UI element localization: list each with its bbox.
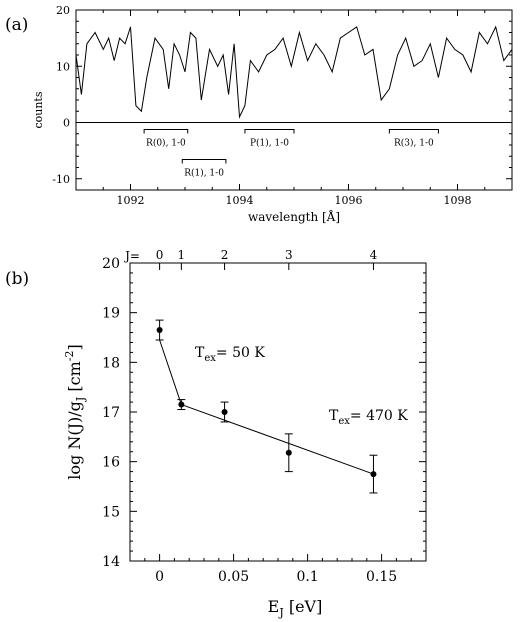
y-tick-label: 16: [102, 455, 120, 471]
point-marker: [178, 401, 185, 408]
line-annotations: R(0), 1-0 R(1), 1-0 P(1), 1-0 R(3), 1-0: [143, 129, 439, 179]
x-axis-title: EJ [eV]: [268, 597, 323, 619]
point-marker: [370, 471, 377, 478]
top-tick-label: 1: [178, 248, 186, 262]
data-points: [155, 319, 378, 494]
y-tick-label: 14: [102, 554, 120, 570]
fit-lines: [159, 339, 374, 475]
annotation-label: R(1), 1-0: [184, 168, 224, 179]
x-tick-label: 0.05: [218, 569, 249, 585]
panel-a-ticks: 1092 1094 1096 1098 -10 0 10 20: [52, 4, 513, 207]
y-tick-label: 18: [102, 355, 120, 371]
y-tick-label: 10: [56, 60, 70, 73]
fit-labels: Tex= 50 K Tex= 470 K: [195, 345, 408, 427]
annotation-label: R(0), 1-0: [146, 138, 186, 149]
panel-a-label: (a): [5, 15, 28, 35]
y-tick-label: 17: [102, 405, 120, 421]
x-tick-label: 1096: [335, 194, 363, 207]
point-marker: [156, 327, 163, 334]
panel-b-label: (b): [5, 269, 29, 289]
y-tick-label: 0: [63, 117, 70, 130]
y-tick-label: 19: [102, 306, 120, 322]
fit-label: Tex= 50 K: [195, 345, 265, 364]
data-point: [284, 433, 293, 473]
panel-a-ylabel: counts: [32, 91, 45, 128]
y-tick-label: 15: [102, 504, 120, 520]
x-tick-label: 0.1: [296, 569, 318, 585]
fit-label: Tex= 470 K: [329, 408, 408, 427]
panel-a-frame: [75, 9, 513, 191]
x-tick-label: 0: [155, 569, 164, 585]
annotation-label: P(1), 1-0: [250, 138, 289, 149]
fit-line: [159, 339, 182, 405]
annotation-bracket: [143, 129, 189, 134]
top-tick-label: 4: [370, 248, 378, 262]
panel-b-ylabel: log N(J)/gJ [cm-2]: [63, 344, 87, 479]
annotation-bracket: [181, 159, 227, 164]
data-point: [369, 454, 378, 494]
y-tick-label: -10: [52, 173, 70, 186]
y-axis-title: log N(J)/gJ [cm-2]: [63, 344, 87, 479]
annotation-bracket: [388, 129, 439, 134]
annotation-bracket: [244, 129, 295, 134]
x-tick-label: 0.15: [366, 569, 397, 585]
annotation-label: R(3), 1-0: [394, 138, 434, 149]
top-tick-label: 0: [156, 248, 164, 262]
x-tick-label: 1098: [444, 194, 472, 207]
point-marker: [221, 409, 228, 415]
top-axis-label: J=: [123, 249, 140, 263]
y-tick-label: 20: [56, 4, 70, 17]
top-tick-label: 3: [285, 248, 293, 262]
fit-line: [181, 404, 374, 475]
data-point: [177, 399, 186, 411]
top-tick-label: 2: [221, 248, 229, 262]
panel-b-xlabel: EJ [eV]: [268, 597, 323, 619]
x-tick-label: 1092: [117, 194, 145, 207]
y-tick-label: 20: [102, 256, 120, 272]
point-marker: [285, 449, 292, 456]
spectrum-line: [75, 25, 513, 119]
data-point: [155, 319, 164, 341]
x-tick-label: 1094: [226, 194, 254, 207]
data-point: [220, 401, 229, 423]
panel-a-xlabel: wavelength [Å]: [248, 209, 340, 224]
